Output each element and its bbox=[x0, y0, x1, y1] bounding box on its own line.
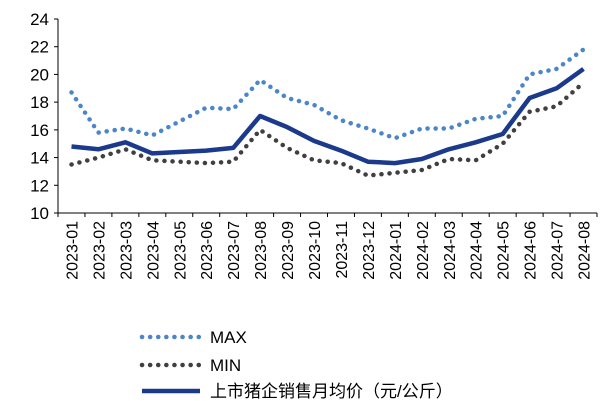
x-tick-label: 2024-04 bbox=[469, 221, 486, 280]
x-tick-label: 2024-06 bbox=[523, 221, 540, 280]
y-axis-ticks: 10 12 14 16 18 20 22 24 bbox=[30, 10, 58, 223]
x-tick-label: 2023-05 bbox=[172, 221, 189, 280]
y-tick-label: 20 bbox=[30, 65, 49, 84]
x-tick-label: 2024-05 bbox=[496, 221, 513, 280]
x-tick-label: 2023-07 bbox=[226, 221, 243, 280]
x-tick-label: 2023-03 bbox=[118, 221, 135, 280]
x-tick-label: 2023-06 bbox=[199, 221, 216, 280]
x-tick-label: 2024-07 bbox=[550, 221, 567, 280]
y-tick-label: 24 bbox=[30, 10, 49, 29]
x-tick-label: 2023-08 bbox=[253, 221, 270, 280]
series-line-2 bbox=[71, 67, 585, 166]
legend-label-1: MIN bbox=[210, 356, 241, 375]
x-tick-label: 2023-01 bbox=[64, 221, 81, 280]
legend: MAX MIN 上市猪企销售月均价（元/公斤） bbox=[139, 328, 453, 401]
legend-label-2: 上市猪企销售月均价（元/公斤） bbox=[210, 382, 453, 401]
x-tick-label: 2023-12 bbox=[361, 221, 378, 280]
y-tick-label: 10 bbox=[30, 204, 49, 223]
x-tick-label: 2023-04 bbox=[145, 221, 162, 280]
series-line-0 bbox=[69, 47, 586, 141]
legend-label-0: MAX bbox=[210, 328, 247, 347]
y-tick-label: 12 bbox=[30, 176, 49, 195]
series-line-1 bbox=[69, 80, 586, 178]
x-tick-label: 2024-01 bbox=[388, 221, 405, 280]
x-tick-label: 2023-11 bbox=[334, 221, 351, 279]
series-layer bbox=[69, 47, 586, 178]
x-tick-label: 2024-08 bbox=[577, 221, 594, 280]
x-tick-label: 2023-02 bbox=[91, 221, 108, 280]
y-tick-label: 22 bbox=[30, 38, 49, 57]
x-axis-ticks: 2023-01 2023-02 2023-03 2023-04 2023-05 2023-… bbox=[57, 213, 598, 280]
x-tick-label: 2023-09 bbox=[280, 221, 297, 280]
x-tick-label: 2023-10 bbox=[307, 221, 324, 280]
y-tick-label: 16 bbox=[30, 121, 49, 140]
x-tick-label: 2024-02 bbox=[415, 221, 432, 280]
y-tick-label: 14 bbox=[30, 149, 49, 168]
y-tick-label: 18 bbox=[30, 93, 49, 112]
x-tick-label: 2024-03 bbox=[442, 221, 459, 280]
